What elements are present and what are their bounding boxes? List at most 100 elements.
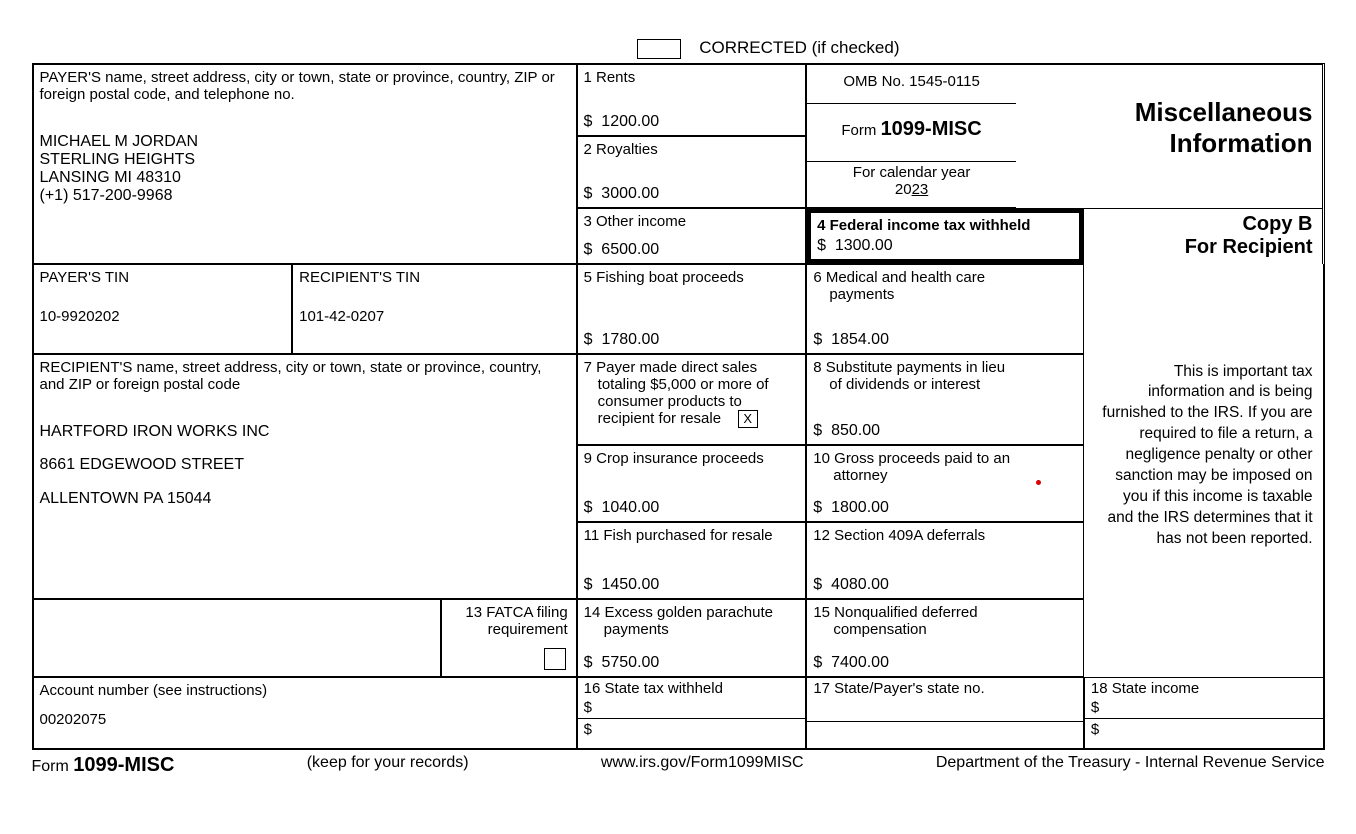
box9-cell: 9 Crop insurance proceeds $ 1040.00 [577,445,807,522]
box6-label2: payments [813,286,1077,303]
recipient-line2: 8661 EDGEWOOD STREET [40,448,570,482]
box18-label: 18 State income [1085,678,1323,699]
box18-dollar1: $ [1085,699,1323,718]
omb-label: OMB No. 1545-0115 [843,73,979,90]
box12-label: 12 Section 409A deferrals [813,527,1077,544]
box2-label: 2 Royalties [584,141,800,158]
box11-label: 11 Fish purchased for resale [584,527,800,544]
box16-dollar1: $ [578,699,806,718]
box15-cell: 15 Nonqualified deferred compensation $ … [806,599,1084,677]
misc-title1: Miscellaneous [1026,97,1312,128]
calendar-year-suffix: 23 [912,181,929,198]
right-spacer-1 [1084,264,1324,354]
recipient-tin-cell: RECIPIENT'S TIN 101-42-0207 [292,264,577,354]
payer-line2: STERLING HEIGHTS [40,151,570,169]
box2-value: 3000.00 [601,185,659,202]
misc-title2: Information [1026,128,1312,159]
calendar-year-prefix: 20 [895,181,912,198]
box5-label: 5 Fishing boat proceeds [584,269,800,286]
box13-label: 13 FATCA filing [448,604,568,621]
box18-cell: 18 State income $ $ [1084,677,1324,749]
box14-label2: payments [584,621,800,638]
box18-dollar2: $ [1085,718,1323,740]
account-cell: Account number (see instructions) 002020… [33,677,577,749]
box11-cell: 11 Fish purchased for resale $ 1450.00 [577,522,807,599]
payer-line3: LANSING MI 48310 [40,169,570,187]
box11-value: 1450.00 [601,576,659,593]
box17-cell: 17 State/Payer's state no. [806,677,1084,749]
box16-label: 16 State tax withheld [578,678,806,699]
box13-label2: requirement [448,621,568,638]
box1-value: 1200.00 [601,113,659,130]
box14-cell: 14 Excess golden parachute payments $ 57… [577,599,807,677]
box3-label: 3 Other income [584,213,800,230]
recipient-cell: RECIPIENT'S name, street address, city o… [33,354,577,599]
form-title-cell: Form 1099-MISC [806,104,1016,162]
box13-checkbox [544,648,566,670]
box6-cell: 6 Medical and health care payments $ 185… [806,264,1084,354]
box9-label: 9 Crop insurance proceeds [584,450,800,467]
omb-cell: OMB No. 1545-0115 [806,64,1016,104]
red-dot [1036,480,1041,485]
payer-phone: (+1) 517-200-9968 [40,187,570,205]
box5-value: 1780.00 [601,331,659,348]
box6-value: 1854.00 [831,331,889,348]
box13-cell: 13 FATCA filing requirement [441,599,577,677]
box3-value: 6500.00 [601,241,659,258]
payer-tin-value: 10-9920202 [40,308,286,325]
box4-cell: 4 Federal income tax withheld $ 1300.00 [806,208,1084,264]
box10-cell: 10 Gross proceeds paid to an attorney $ … [806,445,1084,522]
payer-cell: PAYER'S name, street address, city or to… [33,64,577,264]
box6-label: 6 Medical and health care [813,269,1077,286]
box15-label2: compensation [813,621,1077,638]
box12-value: 4080.00 [831,576,889,593]
recipient-tin-value: 101-42-0207 [299,308,570,325]
payer-label: PAYER'S name, street address, city or to… [40,69,570,103]
box7-cell: 7 Payer made direct sales totaling $5,00… [577,354,807,445]
box16-cell: 16 State tax withheld $ $ [577,677,807,749]
recipient-label: RECIPIENT'S name, street address, city o… [40,359,570,393]
recipient-name: HARTFORD IRON WORKS INC [40,415,570,449]
form-name: 1099-MISC [881,118,982,140]
box5-cell: 5 Fishing boat proceeds $ 1780.00 [577,264,807,354]
box7-label: 7 Payer made direct sales [584,359,800,376]
box14-value: 5750.00 [601,654,659,671]
corrected-label: CORRECTED (if checked) [699,38,899,57]
box8-label2: of dividends or interest [813,376,1077,393]
blank-left-cell [33,599,441,677]
recipient-tin-label: RECIPIENT'S TIN [299,269,570,286]
footer-form: Form [32,758,69,775]
box15-value: 7400.00 [831,654,889,671]
payer-tin-cell: PAYER'S TIN 10-9920202 [33,264,293,354]
footer-form-name: 1099-MISC [73,754,174,776]
box1-cell: 1 Rents $ 1200.00 [577,64,807,136]
box17-line2 [807,721,1083,743]
box8-value: 850.00 [831,422,880,439]
box7-checkbox: X [738,410,758,428]
account-value: 00202075 [40,711,570,728]
recipient-line3: ALLENTOWN PA 15044 [40,482,570,516]
box15-label: 15 Nonqualified deferred [813,604,1077,621]
box8-label: 8 Substitute payments in lieu [813,359,1077,376]
box9-value: 1040.00 [601,499,659,516]
calendar-label: For calendar year [813,164,1010,181]
box7-label2: totaling $5,000 or more of [584,376,800,393]
payer-tin-label: PAYER'S TIN [40,269,286,286]
form-grid: PAYER'S name, street address, city or to… [32,63,1325,750]
box10-label: 10 Gross proceeds paid to an [813,450,1077,467]
misc-title-cell: Miscellaneous Information [1016,64,1323,208]
calendar-cell: For calendar year 2023 [806,162,1016,208]
box7-label4: recipient for resale [598,410,721,427]
corrected-header: CORRECTED (if checked) [212,38,1325,59]
form-prefix: Form [841,122,880,139]
footer-url: www.irs.gov/Form1099MISC [601,754,804,777]
footer-keep: (keep for your records) [307,754,469,777]
right-spacer-2 [1084,599,1324,677]
footer: Form 1099-MISC (keep for your records) w… [32,754,1325,777]
corrected-checkbox [637,39,681,59]
irs-notice-text: This is important tax information and is… [1102,363,1312,547]
box14-label: 14 Excess golden parachute [584,604,800,621]
account-label: Account number (see instructions) [40,682,570,699]
box10-value: 1800.00 [831,499,889,516]
box3-cell: 3 Other income $ 6500.00 [577,208,807,264]
